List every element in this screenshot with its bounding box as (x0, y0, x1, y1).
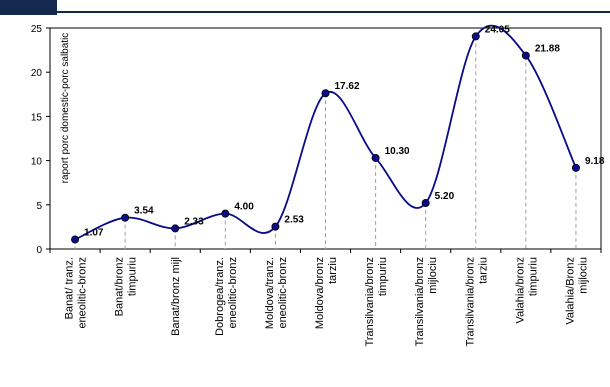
data-label: 24.05 (485, 24, 510, 35)
x-tick-label: Banat/ tranz. (64, 257, 76, 319)
x-tick-label: timpuriu (377, 257, 389, 296)
data-point (321, 89, 330, 98)
data-point (271, 222, 280, 231)
data-label: 21.88 (535, 44, 560, 55)
x-tick-label: Moldova/bronz (314, 257, 326, 329)
x-tick-label: Valahia/bronz (514, 257, 526, 323)
data-label: 17.62 (335, 81, 360, 92)
y-tick-label: 10 (31, 157, 43, 168)
x-tick-label: Transilvania/bronz (464, 257, 476, 346)
x-tick-label: Transilvania/bronz (414, 257, 426, 346)
data-labels: 1.07 3.54 2.33 4.00 2.53 17.62 10.30 5.20 24.05 2… (84, 24, 605, 238)
data-label: 10.30 (385, 146, 410, 157)
x-tick-label: Valahia/Bronz (564, 257, 576, 325)
data-label: 9.18 (585, 156, 605, 167)
x-tick-label: eneolitic-bronz (277, 257, 289, 329)
x-tick-label: Banat/bronz mijl (170, 257, 182, 336)
data-point (171, 224, 180, 233)
data-point (421, 199, 430, 208)
x-tick-label: tarziu (327, 257, 339, 284)
slide-header-band (0, 0, 610, 16)
x-tick-label: Transilvania/bronz (364, 257, 376, 346)
x-tick-label: eneolitic-bronz (227, 257, 239, 329)
y-tick-label: 20 (31, 68, 43, 79)
y-axis-title: raport porc domestic-porc salbatic (60, 33, 71, 184)
x-axis: Banat/ tranz. eneolitic-bronz Banat/bronz t… (49, 249, 602, 346)
data-label: 3.54 (134, 206, 154, 217)
data-point (121, 213, 130, 222)
data-point (371, 153, 380, 162)
x-tick-label: mijlociu (577, 257, 589, 294)
y-tick-label: 25 (31, 24, 43, 35)
data-point (571, 163, 580, 172)
data-point (471, 32, 480, 41)
y-tick-label: 5 (36, 201, 42, 212)
data-point (221, 209, 230, 218)
header-dark-block (0, 0, 57, 15)
x-tick-label: Dobrogea/tranz. (214, 257, 226, 336)
data-label: 2.53 (284, 215, 304, 226)
data-point (71, 235, 80, 244)
drop-lines (74, 36, 577, 249)
y-axis: 0 5 10 15 20 25 (31, 24, 50, 256)
x-tick-label: timpuriu (127, 257, 139, 296)
x-tick-label: timpuriu (527, 257, 539, 296)
y-tick-label: 0 (36, 245, 42, 256)
data-points (71, 32, 580, 244)
data-label: 4.00 (234, 202, 254, 213)
data-point (521, 51, 530, 60)
data-label: 2.33 (184, 216, 204, 227)
x-tick-label: Moldova/tranz. (264, 257, 276, 329)
data-label: 5.20 (435, 191, 455, 202)
x-tick-label: tarziu (477, 257, 489, 284)
x-tick-label: Banat/bronz (114, 257, 126, 316)
y-tick-label: 15 (31, 112, 43, 123)
data-label: 1.07 (84, 228, 104, 239)
x-tick-label: mijlociu (427, 257, 439, 294)
header-rule (57, 11, 610, 13)
x-tick-label: eneolitic-bronz (77, 257, 89, 329)
